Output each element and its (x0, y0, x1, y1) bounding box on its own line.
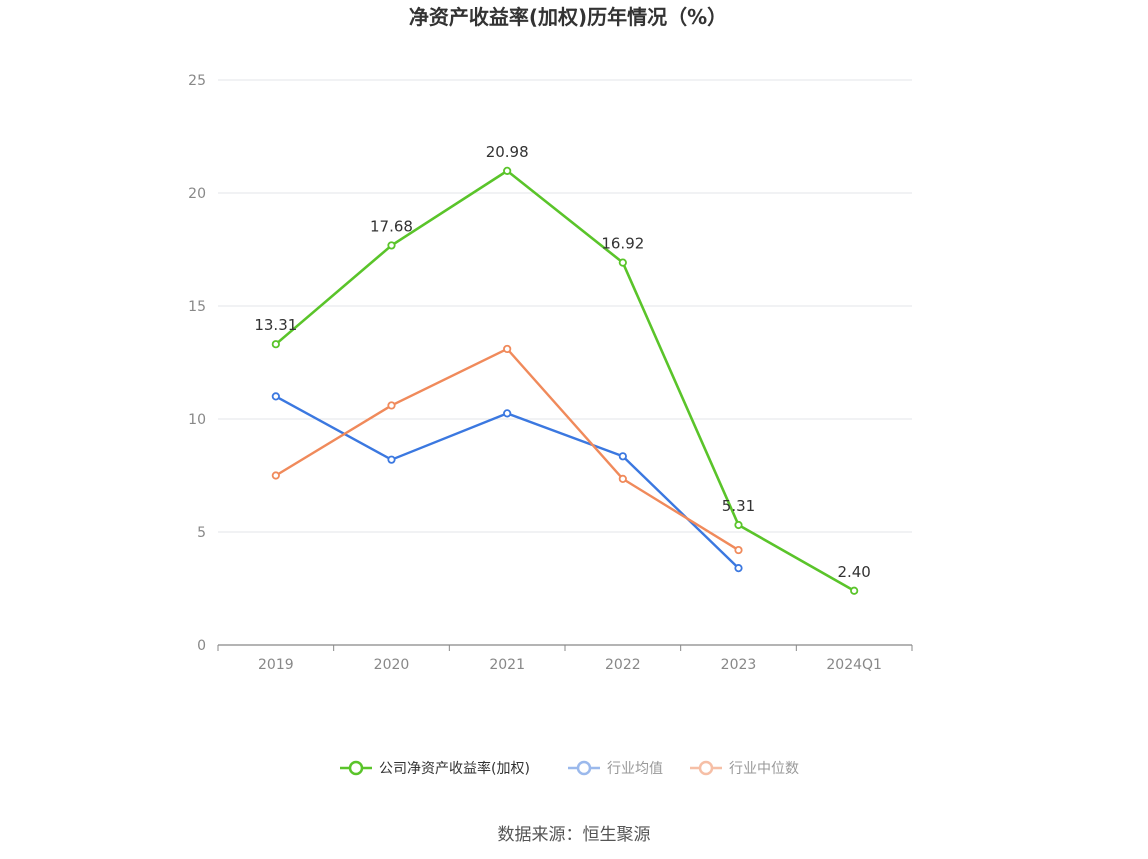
y-tick-label: 20 (188, 186, 206, 202)
data-label: 20.98 (486, 143, 529, 161)
legend-label: 公司净资产收益率(加权) (379, 760, 530, 777)
legend-item[interactable]: 公司净资产收益率(加权) (340, 760, 530, 777)
legend-label: 行业均值 (607, 761, 663, 777)
data-label: 5.31 (722, 497, 755, 515)
y-axis: 0 5 10 15 20 25 (188, 73, 206, 654)
y-tick-label: 15 (188, 299, 206, 315)
y-tick-label: 25 (188, 73, 206, 89)
data-point (734, 545, 743, 555)
x-tick-label: 2024Q1 (826, 657, 882, 673)
data-point (734, 520, 743, 530)
data-label: 17.68 (370, 217, 413, 235)
x-tick-label: 2023 (721, 657, 757, 673)
data-point (271, 471, 280, 480)
source-note: 数据来源：恒生聚源 (498, 825, 651, 845)
x-tick-label: 2019 (258, 657, 294, 673)
data-label: 16.92 (601, 235, 644, 253)
chart-title: 净资产收益率(加权)历年情况（%） (409, 5, 727, 29)
data-label: 2.40 (837, 563, 870, 581)
x-axis: 2019 2020 2021 2022 2023 2024Q1 (217, 644, 913, 673)
data-point (618, 452, 627, 461)
legend-item[interactable]: 行业均值 (568, 760, 663, 777)
data-point (850, 586, 859, 595)
data-point (503, 344, 512, 354)
legend-label: 行业中位数 (729, 761, 799, 777)
data-point (503, 166, 512, 175)
data-point (271, 340, 280, 349)
data-point (387, 455, 396, 464)
x-tick-label: 2022 (605, 657, 641, 673)
data-point (271, 392, 280, 401)
data-point (618, 258, 627, 267)
grid-lines (218, 79, 912, 533)
data-point (734, 564, 743, 573)
legend-swatch-marker (348, 760, 364, 776)
x-tick-label: 2020 (374, 657, 410, 673)
legend-swatch-marker (576, 760, 592, 776)
data-point (387, 241, 396, 250)
data-labels: 13.31 17.68 20.98 16.92 5.31 2.40 (254, 143, 871, 581)
data-point (387, 401, 396, 410)
legend-item[interactable]: 行业中位数 (690, 760, 799, 777)
y-tick-label: 5 (197, 525, 206, 541)
legend-swatch-marker (698, 760, 714, 776)
data-label: 13.31 (254, 316, 297, 334)
data-point (503, 409, 512, 418)
y-tick-label: 0 (197, 638, 206, 654)
series-line (275, 395, 740, 570)
x-tick-label: 2021 (489, 657, 525, 673)
y-tick-label: 10 (188, 412, 206, 428)
legend: 公司净资产收益率(加权) 行业均值 行业中位数 (340, 760, 799, 777)
data-point (618, 474, 627, 483)
series-line (275, 347, 740, 552)
series-line (274, 169, 855, 592)
series-group (271, 166, 859, 595)
